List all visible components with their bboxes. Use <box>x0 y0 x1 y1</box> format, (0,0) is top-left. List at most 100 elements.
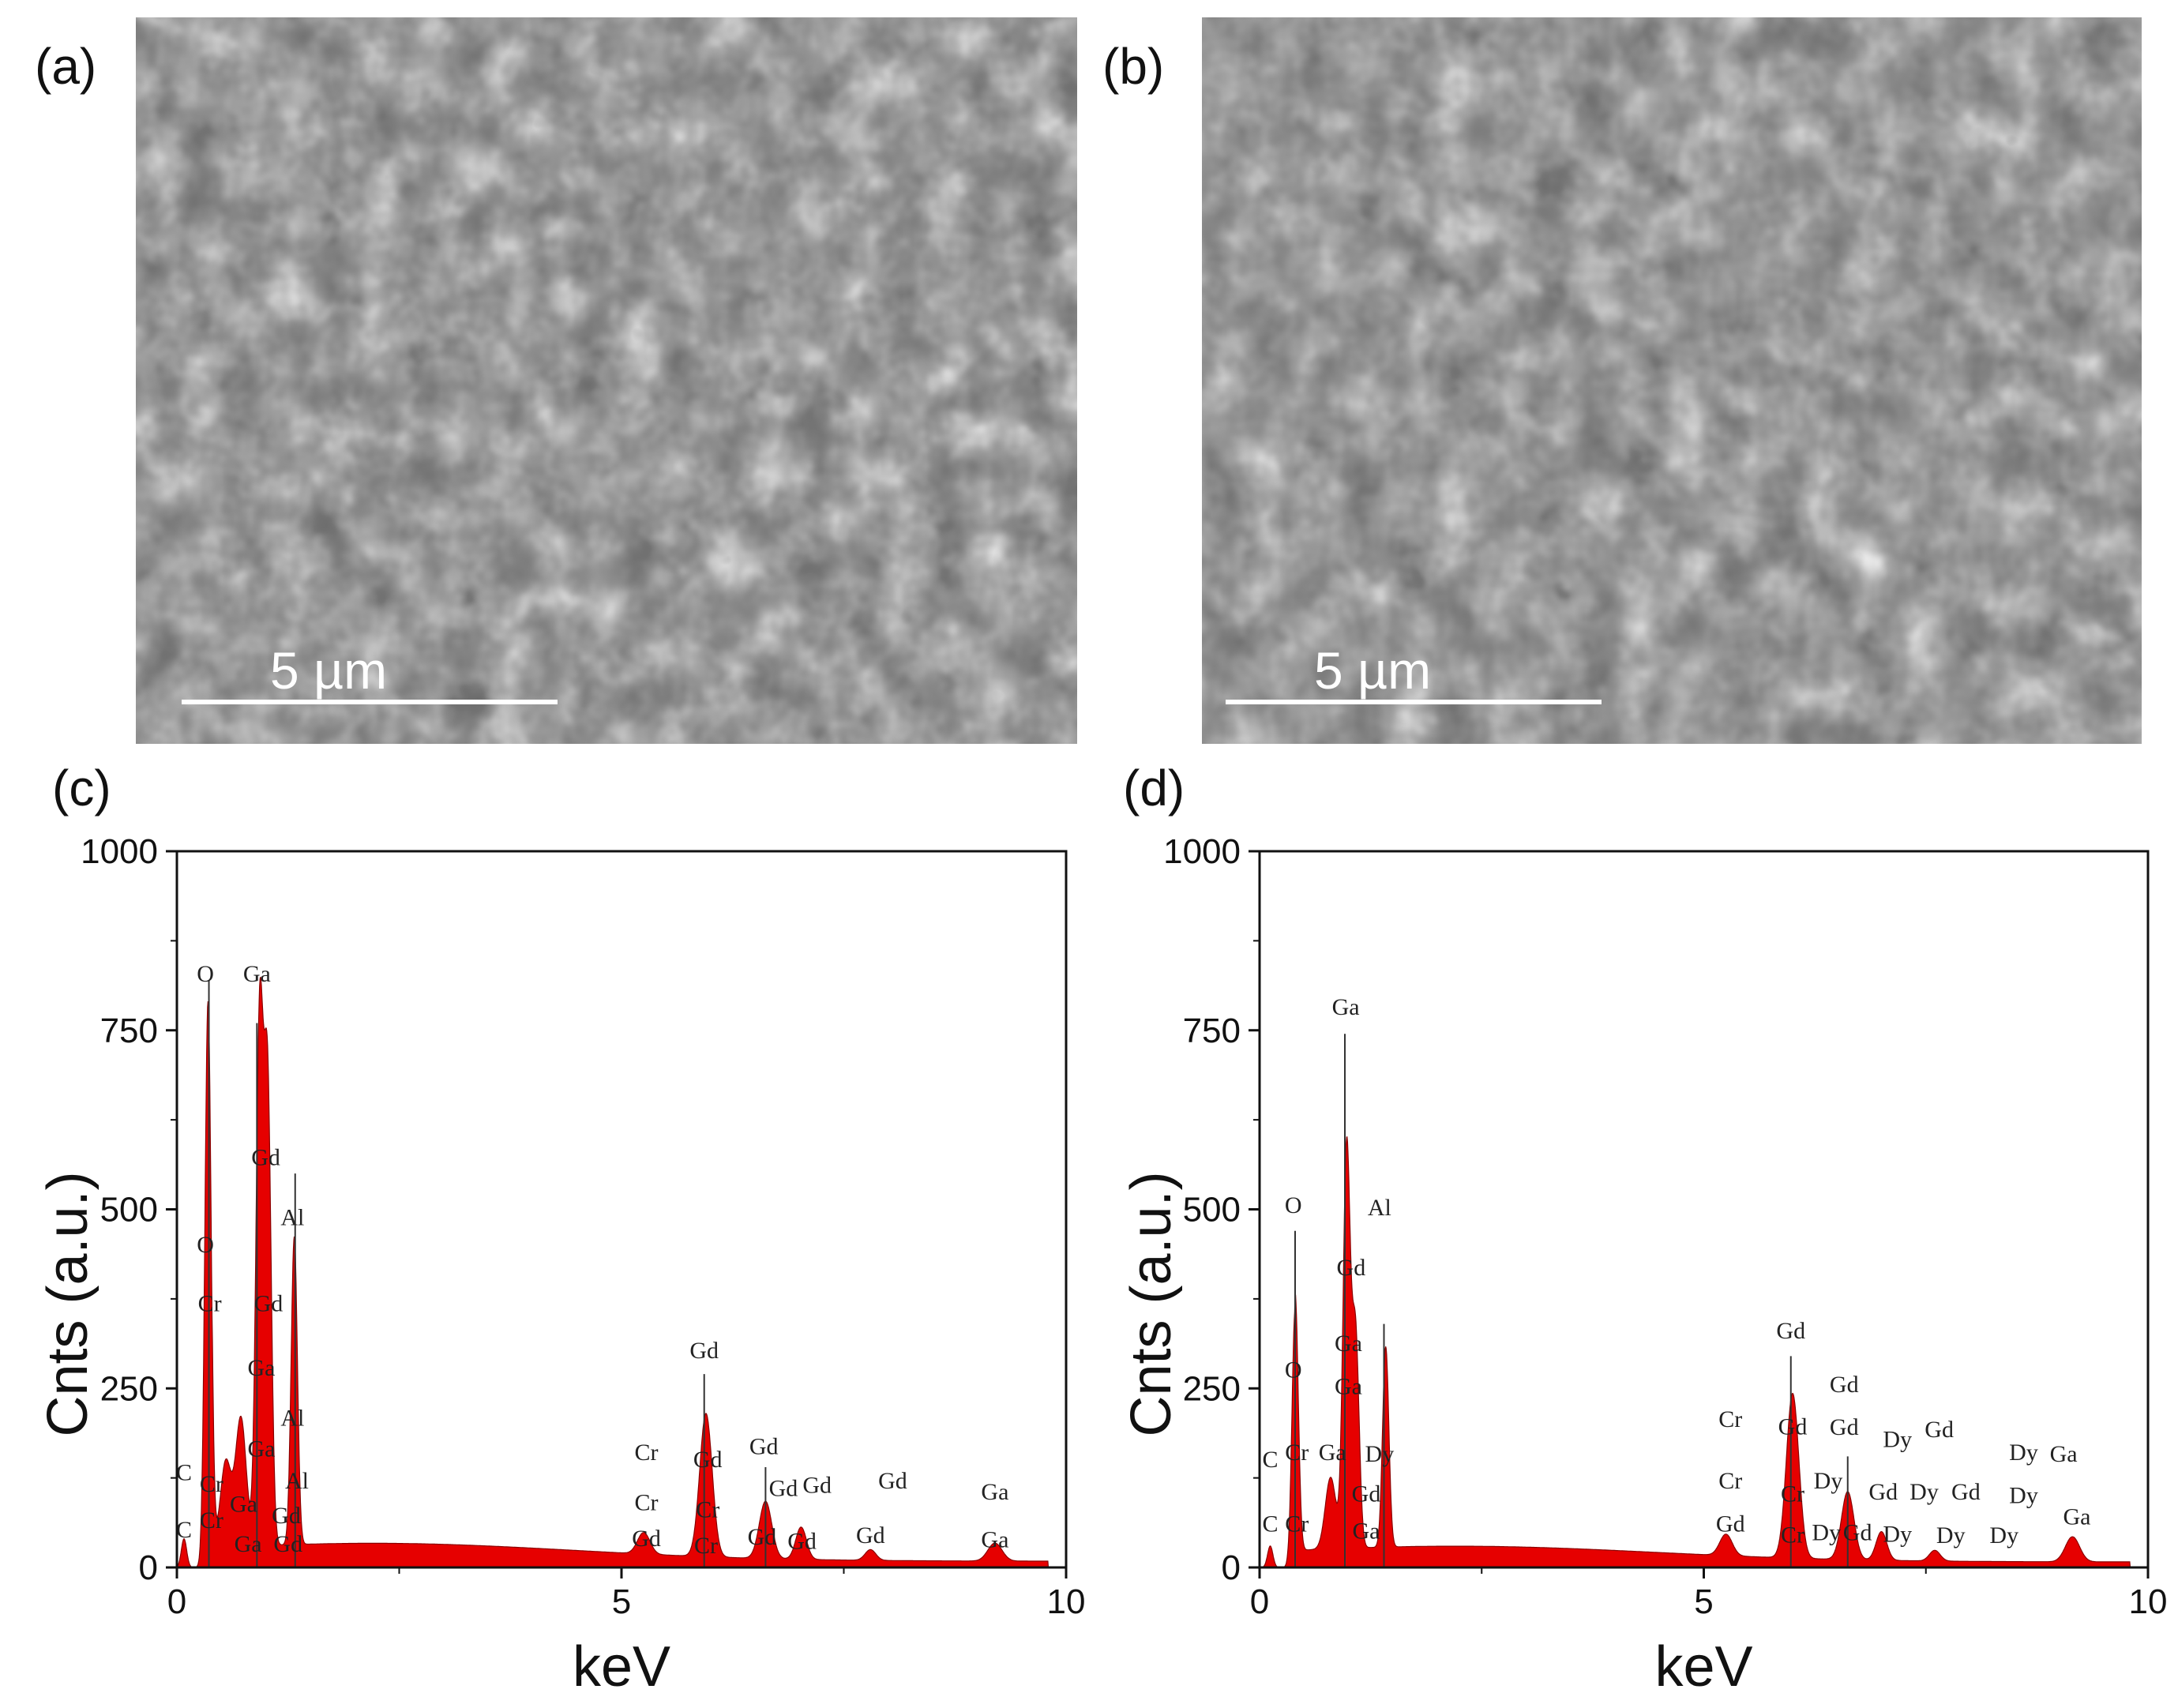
peak-label: O <box>197 961 214 987</box>
sem-texture-a <box>136 17 1077 744</box>
scale-bar-label-b: 5 µm <box>1314 641 1431 700</box>
peak-label: Gd <box>1830 1414 1859 1440</box>
peak-label: Gd <box>693 1447 723 1473</box>
peak-label: O <box>197 1232 214 1258</box>
peak-label: Gd <box>1868 1479 1898 1505</box>
peak-label: Gd <box>856 1522 885 1548</box>
peak-label: Ga <box>243 961 271 987</box>
x-tick-label: 0 <box>167 1582 186 1621</box>
plot-frame <box>175 850 1068 1569</box>
peak-label: Ga <box>1335 1331 1362 1357</box>
y-tick-label: 250 <box>100 1369 158 1408</box>
peak-label: C <box>1262 1511 1278 1537</box>
y-tick-label: 500 <box>100 1191 158 1229</box>
peak-label: Dy <box>1910 1479 1939 1505</box>
peak-label: Cr <box>694 1533 718 1559</box>
peak-label: Gd <box>1778 1413 1808 1440</box>
peak-label: Gd <box>689 1338 719 1364</box>
peak-label: Al <box>280 1204 304 1230</box>
peak-label: Cr <box>198 1290 222 1316</box>
peak-label: Ga <box>1335 1374 1362 1400</box>
peak-label: Gd <box>273 1531 302 1557</box>
peak-label: Ga <box>230 1491 257 1517</box>
peak-label: Cr <box>696 1497 719 1523</box>
y-tick-label: 1000 <box>81 832 158 871</box>
peak-label: Gd <box>749 1434 779 1460</box>
peak-label: Al <box>1368 1195 1391 1221</box>
peak-label: Al <box>285 1468 309 1494</box>
peak-label: Gd <box>254 1290 284 1316</box>
peak-label: C <box>1262 1447 1278 1473</box>
peak-label: Gd <box>1925 1417 1954 1443</box>
scale-bar-b <box>1226 700 1602 704</box>
peak-label: Gd <box>769 1475 798 1501</box>
peak-label: Dy <box>1365 1441 1395 1467</box>
peak-label: Gd <box>878 1468 907 1494</box>
y-axis-title: Cnts (a.u.) <box>1120 1171 1183 1436</box>
peak-label: Gd <box>251 1144 280 1170</box>
peak-label: Cr <box>200 1507 223 1533</box>
scale-bar-label-a: 5 µm <box>270 641 387 700</box>
peak-label: Cr <box>1285 1511 1309 1537</box>
sem-image-a: 5 µm <box>136 17 1077 744</box>
peak-label: Ga <box>1353 1518 1380 1545</box>
spectrum-area <box>1260 1136 2148 1568</box>
panel-label-a: (a) <box>35 38 97 95</box>
peak-label: Gd <box>787 1528 817 1554</box>
peak-label: Gd <box>1716 1511 1745 1537</box>
panel-label-d: (d) <box>1123 760 1185 816</box>
peak-label: Gd <box>1352 1481 1381 1507</box>
peak-label: Dy <box>1812 1520 1841 1546</box>
y-tick-label: 750 <box>1183 1012 1241 1050</box>
peak-label: O <box>1285 1357 1302 1383</box>
y-tick-label: 250 <box>1183 1369 1241 1408</box>
spectrum-area <box>176 977 1066 1568</box>
peak-label: Cr <box>1285 1440 1309 1466</box>
peak-label: Dy <box>1989 1522 2018 1548</box>
y-axis-title: Cnts (a.u.) <box>36 1171 100 1436</box>
peak-label: Ga <box>235 1531 262 1557</box>
scale-bar-a <box>182 700 558 704</box>
peak-label: Ga <box>1319 1440 1346 1466</box>
peak-label: Gd <box>1776 1318 1805 1344</box>
panel-label-c: (c) <box>52 760 111 816</box>
peak-label: Dy <box>1936 1522 1966 1548</box>
x-axis-title: keV <box>1654 1635 1752 1699</box>
peak-label: Gd <box>1830 1372 1859 1398</box>
peak-label: Al <box>280 1405 304 1431</box>
peak-label: Ga <box>247 1355 275 1381</box>
x-tick-label: 10 <box>1047 1582 1086 1621</box>
y-tick-label: 0 <box>139 1548 158 1587</box>
peak-label: Cr <box>1718 1468 1742 1494</box>
peak-label: Cr <box>635 1489 659 1515</box>
peak-label: Ga <box>2050 1441 2078 1467</box>
peak-label: Cr <box>1781 1481 1804 1507</box>
sem-image-b: 5 µm <box>1202 17 2142 744</box>
x-tick-label: 0 <box>1250 1582 1269 1621</box>
peak-label: Ga <box>981 1479 1008 1505</box>
peak-label: Gd <box>272 1503 301 1529</box>
x-tick-label: 5 <box>1694 1582 1713 1621</box>
peak-label: Gd <box>632 1526 661 1552</box>
peak-label: Gd <box>802 1473 832 1499</box>
peak-label: Gd <box>1337 1255 1366 1281</box>
y-tick-label: 750 <box>100 1012 158 1050</box>
peak-label: C <box>176 1459 192 1485</box>
peak-label: Ga <box>2063 1504 2091 1530</box>
peak-label: Dy <box>1883 1427 1912 1453</box>
peak-label: Dy <box>2009 1440 2038 1466</box>
peak-label: O <box>1285 1192 1302 1218</box>
peak-label: Cr <box>1718 1406 1742 1432</box>
peak-label: Ga <box>1332 994 1360 1020</box>
peak-label: Dy <box>1883 1521 1912 1547</box>
y-tick-label: 500 <box>1183 1191 1241 1229</box>
peak-label: Gd <box>1843 1520 1872 1546</box>
x-axis-title: keV <box>573 1635 670 1699</box>
peak-label: Gd <box>1951 1479 1981 1505</box>
peak-label: Dy <box>2009 1482 2038 1508</box>
peak-label: C <box>176 1517 192 1543</box>
peak-label: Cr <box>1781 1522 1804 1548</box>
